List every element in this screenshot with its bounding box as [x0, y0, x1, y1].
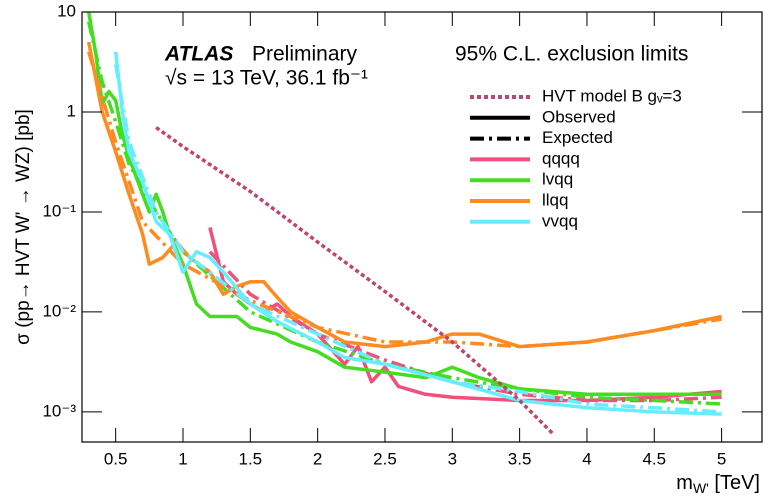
x-label-sub: W' [693, 480, 709, 496]
legend-channel-label: qqqq [542, 149, 580, 168]
x-tick-label: 2.5 [373, 449, 397, 468]
x-tick-label: 3 [448, 449, 457, 468]
legend-channel-label: lvqq [542, 170, 573, 189]
x-tick-label: 1.5 [238, 449, 262, 468]
x-label-main: m [676, 472, 693, 494]
limits-label: 95% C.L. exclusion limits [455, 43, 688, 66]
legend-style-label: Expected [542, 128, 613, 147]
legend-channel-label: llqq [542, 190, 568, 209]
x-tick-label: 2 [313, 449, 322, 468]
y-tick-label: 10 [57, 1, 76, 20]
observed-line [86, 12, 722, 397]
legend-style-label: Observed [542, 107, 616, 126]
x-tick-label: 3.5 [508, 449, 532, 468]
y-axis-label: σ (pp→ HVT W' → WZ) [pb] [13, 109, 34, 345]
legend-model-label: HVT model B gᵥ=3 [542, 86, 682, 105]
experiment-label: ATLAS [164, 43, 233, 66]
x-label-rest: [TeV] [709, 472, 760, 494]
energy-label: √s = 13 TeV, 36.1 fb⁻¹ [165, 67, 368, 90]
x-tick-label: 1 [178, 449, 187, 468]
observed-line [113, 51, 722, 416]
y-tick-label: 10⁻³ [42, 401, 76, 420]
y-tick-label: 10⁻¹ [42, 201, 76, 220]
y-tick-label: 10⁻² [42, 301, 76, 320]
plot-frame [81, 11, 763, 443]
x-tick-label: 4 [582, 449, 591, 468]
model-line [155, 126, 555, 436]
legend-channel-label: vvqq [542, 211, 578, 230]
x-axis-label: mW' [TeV] [676, 472, 760, 495]
status-label: Preliminary [252, 43, 358, 66]
y-tick-label: 1 [67, 101, 76, 120]
x-tick-label: 0.5 [104, 449, 128, 468]
observed-line [86, 41, 722, 349]
x-tick-label: 4.5 [642, 449, 666, 468]
expected-line [113, 64, 722, 414]
curves [86, 12, 722, 436]
x-tick-label: 5 [717, 449, 726, 468]
